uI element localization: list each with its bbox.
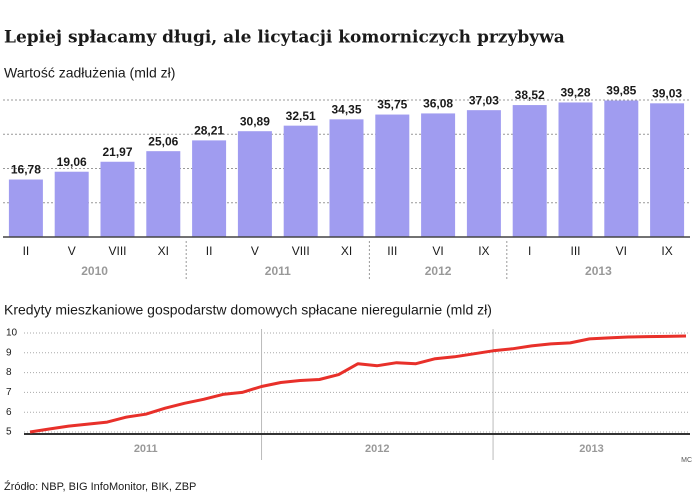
x-tick-label: I <box>528 244 531 258</box>
line-chart-title: Kredyty mieszkaniowe gospodarstw domowyc… <box>4 302 492 318</box>
value-label: 25,06 <box>148 134 178 148</box>
x-tick-label: III <box>387 244 397 258</box>
line-series <box>29 334 687 434</box>
bar <box>558 102 593 237</box>
bar <box>375 114 410 237</box>
x-tick-label: VIII <box>292 244 310 258</box>
value-label: 36,08 <box>423 97 453 111</box>
y-tick-label: 10 <box>6 328 18 339</box>
value-label: 39,28 <box>560 86 590 100</box>
y-tick-label: 5 <box>6 427 12 438</box>
bar <box>100 161 135 237</box>
bar-chart-title: Wartość zadłużenia (mld zł) <box>4 65 175 81</box>
y-tick-label: 9 <box>6 347 12 358</box>
x-tick-label: VI <box>432 244 443 258</box>
x-tick-label: VIII <box>108 244 126 258</box>
value-label: 16,78 <box>11 163 41 177</box>
bar <box>8 179 43 237</box>
x-tick-label: IX <box>478 244 489 258</box>
x-tick-label: III <box>570 244 580 258</box>
bar <box>650 103 685 237</box>
group-label: 2012 <box>425 264 452 278</box>
bar <box>421 113 456 237</box>
credit: MC <box>681 457 692 464</box>
x-tick-label: V <box>68 244 76 258</box>
y-tick-label: 7 <box>6 387 12 398</box>
bar <box>54 171 89 237</box>
group-label: 2012 <box>365 443 389 455</box>
value-label: 39,03 <box>652 86 682 100</box>
value-label: 19,06 <box>57 155 87 169</box>
bar <box>329 119 364 237</box>
value-label: 28,21 <box>194 124 224 138</box>
source: Źródło: NBP, BIG InfoMonitor, BIK, ZBP <box>4 480 196 493</box>
bar <box>146 151 181 237</box>
group-label: 2011 <box>134 443 158 455</box>
bar <box>237 131 272 237</box>
y-tick-label: 8 <box>6 367 12 378</box>
bar <box>604 100 639 237</box>
value-label: 35,75 <box>377 98 407 112</box>
value-label: 34,35 <box>331 103 361 117</box>
bar <box>192 140 227 237</box>
value-label: 21,97 <box>102 145 132 159</box>
page-title: Lepiej spłacamy długi, ale licytacji kom… <box>4 28 565 48</box>
group-label: 2011 <box>265 264 291 278</box>
x-tick-label: V <box>251 244 259 258</box>
bar <box>283 125 318 237</box>
value-label: 37,03 <box>469 93 499 107</box>
group-label: 2013 <box>585 264 612 278</box>
group-label: 2013 <box>579 443 603 455</box>
y-tick-label: 6 <box>6 407 12 418</box>
value-label: 38,52 <box>515 88 545 102</box>
value-label: 30,89 <box>240 114 270 128</box>
group-label: 2010 <box>81 264 108 278</box>
x-tick-label: XI <box>158 244 169 258</box>
value-label: 39,85 <box>606 84 636 98</box>
x-tick-label: VI <box>616 244 627 258</box>
x-tick-label: II <box>23 244 30 258</box>
x-tick-label: IX <box>661 244 672 258</box>
x-tick-label: II <box>206 244 213 258</box>
bar <box>512 105 547 237</box>
value-label: 32,51 <box>286 109 316 123</box>
x-tick-label: XI <box>341 244 352 258</box>
bar <box>466 110 501 237</box>
